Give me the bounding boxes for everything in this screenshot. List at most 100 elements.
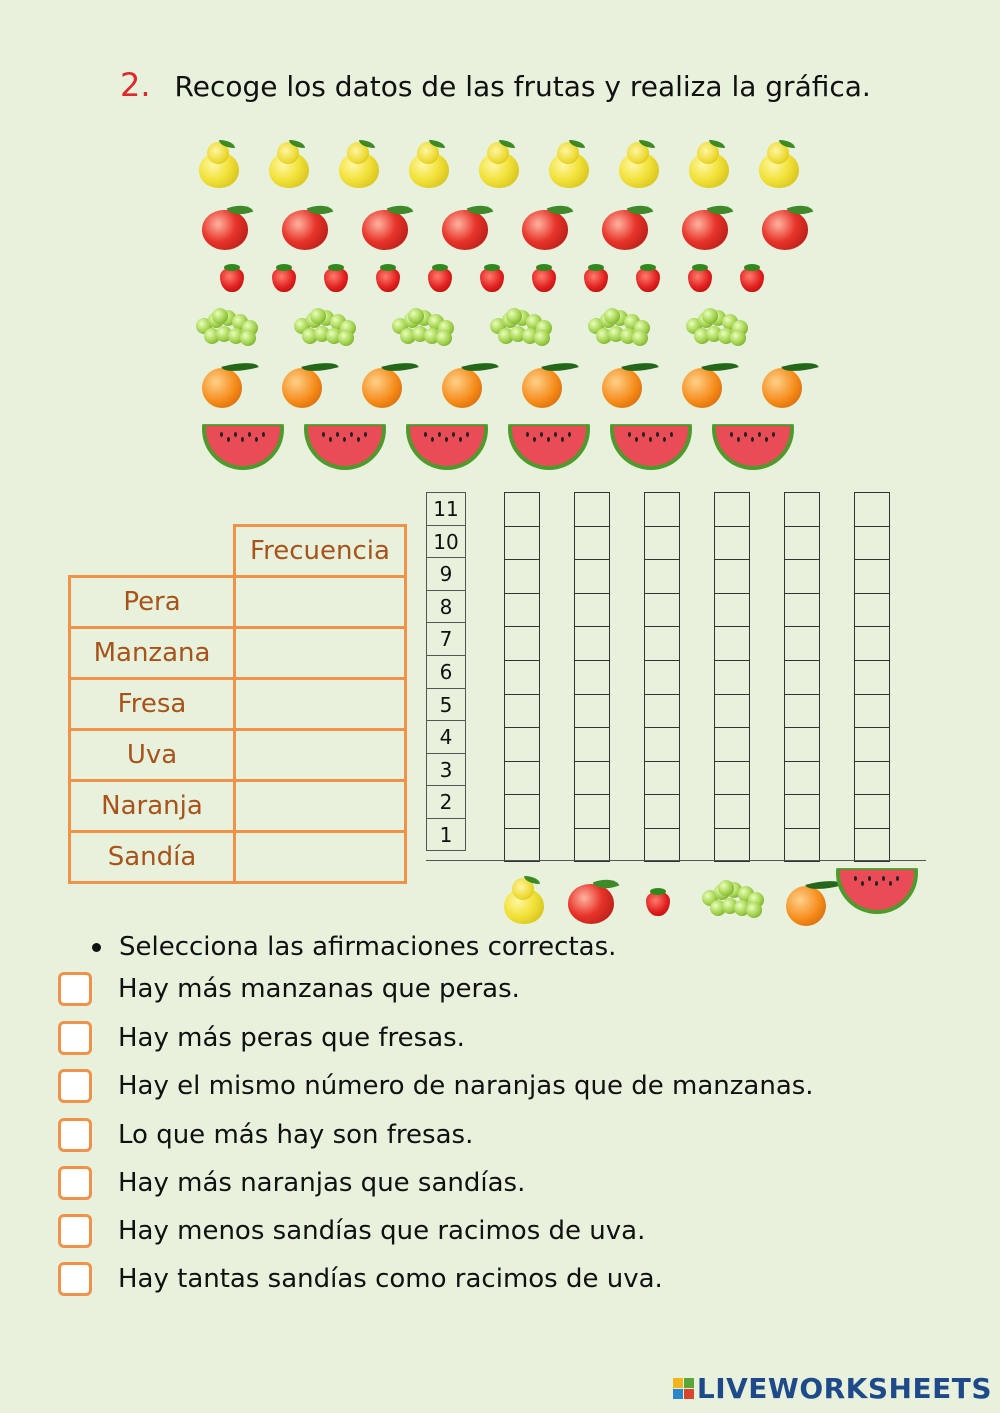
graph-cell[interactable] — [714, 727, 750, 761]
graph-cell[interactable] — [574, 794, 610, 828]
graph-cell[interactable] — [784, 794, 820, 828]
graph-cell[interactable] — [714, 525, 750, 560]
graph-cell[interactable] — [644, 693, 680, 728]
graph-cell[interactable] — [854, 592, 890, 627]
graph-cell[interactable] — [504, 760, 540, 795]
statement-checkbox[interactable] — [58, 1118, 92, 1152]
graph-cell[interactable] — [644, 727, 680, 761]
frequency-input-naranja[interactable] — [233, 779, 407, 833]
graph-cell[interactable] — [644, 794, 680, 828]
strawberry-icon — [738, 262, 766, 292]
fruit-row-grapes — [196, 306, 784, 346]
graph-cell[interactable] — [784, 659, 820, 694]
graph-cell[interactable] — [504, 794, 540, 828]
graph-cell[interactable] — [714, 492, 750, 526]
statement-checkbox[interactable] — [58, 1021, 92, 1055]
statement-checkbox[interactable] — [58, 1069, 92, 1103]
orange-icon — [516, 357, 579, 408]
graph-cell[interactable] — [504, 693, 540, 728]
graph-cell[interactable] — [644, 525, 680, 560]
graph-cell[interactable] — [714, 592, 750, 627]
graph-cell[interactable] — [714, 659, 750, 694]
graph-cell[interactable] — [784, 760, 820, 795]
graph-cell[interactable] — [574, 659, 610, 694]
fruit-row-apples — [200, 200, 840, 250]
graph-cell[interactable] — [574, 693, 610, 728]
graph-cell[interactable] — [714, 626, 750, 660]
frequency-input-uva[interactable] — [233, 728, 407, 782]
graph-cell[interactable] — [854, 525, 890, 560]
statement-checkbox[interactable] — [58, 1262, 92, 1296]
graph-cell[interactable] — [504, 626, 540, 660]
graph-cell[interactable] — [854, 626, 890, 660]
graph-cell[interactable] — [784, 626, 820, 660]
graph-cell[interactable] — [574, 727, 610, 761]
graph-cell[interactable] — [504, 727, 540, 761]
graph-cell[interactable] — [504, 525, 540, 560]
graph-column — [504, 492, 540, 862]
graph-cell[interactable] — [574, 559, 610, 593]
graph-cell[interactable] — [644, 760, 680, 795]
graph-cell[interactable] — [644, 659, 680, 694]
graph-cell[interactable] — [714, 794, 750, 828]
statement-text: Lo que más hay son fresas. — [118, 1120, 474, 1150]
graph-cell[interactable] — [854, 727, 890, 761]
graph-cell[interactable] — [504, 592, 540, 627]
graph-cell[interactable] — [784, 693, 820, 728]
watermelon-icon — [712, 424, 794, 470]
exercise-number: 2. — [120, 66, 151, 104]
pear-icon — [755, 140, 801, 188]
graph-cell[interactable] — [714, 827, 750, 862]
graph-cell[interactable] — [574, 626, 610, 660]
graph-cell[interactable] — [784, 525, 820, 560]
graph-cell[interactable] — [644, 827, 680, 862]
graph-cell[interactable] — [854, 693, 890, 728]
statement-checkbox[interactable] — [58, 972, 92, 1006]
graph-cell[interactable] — [644, 492, 680, 526]
graph-cell[interactable] — [504, 492, 540, 526]
fruit-row-pears — [195, 140, 825, 188]
graph-column — [854, 492, 890, 862]
graph-cell[interactable] — [854, 827, 890, 862]
graph-cell[interactable] — [784, 592, 820, 627]
table-row: Manzana — [68, 626, 407, 680]
graph-cell[interactable] — [644, 592, 680, 627]
graph-cell[interactable] — [574, 492, 610, 526]
table-row: Pera — [68, 575, 407, 629]
frequency-input-sandia[interactable] — [233, 830, 407, 884]
graph-cell[interactable] — [854, 559, 890, 593]
graph-cell[interactable] — [574, 592, 610, 627]
row-label-manzana: Manzana — [68, 626, 236, 680]
statement-checkbox[interactable] — [58, 1214, 92, 1248]
graph-cell[interactable] — [714, 559, 750, 593]
strawberry-icon — [270, 262, 298, 292]
graph-cell[interactable] — [714, 760, 750, 795]
graph-cell[interactable] — [574, 525, 610, 560]
graph-cell[interactable] — [854, 760, 890, 795]
graph-cell[interactable] — [644, 559, 680, 593]
graph-cell[interactable] — [504, 659, 540, 694]
graph-cell[interactable] — [504, 559, 540, 593]
graph-cell[interactable] — [784, 559, 820, 593]
graph-cell[interactable] — [784, 727, 820, 761]
graph-cell[interactable] — [574, 827, 610, 862]
graph-cell[interactable] — [644, 626, 680, 660]
graph-cell[interactable] — [574, 760, 610, 795]
frequency-input-fresa[interactable] — [233, 677, 407, 731]
graph-cell[interactable] — [784, 492, 820, 526]
orange-icon — [436, 357, 499, 408]
liveworksheets-logo: LIVEWORKSHEETS — [672, 1372, 992, 1405]
frequency-input-pera[interactable] — [233, 575, 407, 629]
graph-cell[interactable] — [854, 659, 890, 694]
strawberry-icon — [426, 262, 454, 292]
frequency-input-manzana[interactable] — [233, 626, 407, 680]
graph-cell[interactable] — [504, 827, 540, 862]
statement-item: Hay menos sandías que racimos de uva. — [58, 1214, 645, 1248]
graph-cell[interactable] — [854, 794, 890, 828]
statement-checkbox[interactable] — [58, 1166, 92, 1200]
graph-cell[interactable] — [854, 492, 890, 526]
graph-cell[interactable] — [714, 693, 750, 728]
graph-cell[interactable] — [784, 827, 820, 862]
grape-icon — [588, 306, 650, 346]
apple-icon — [360, 200, 414, 250]
